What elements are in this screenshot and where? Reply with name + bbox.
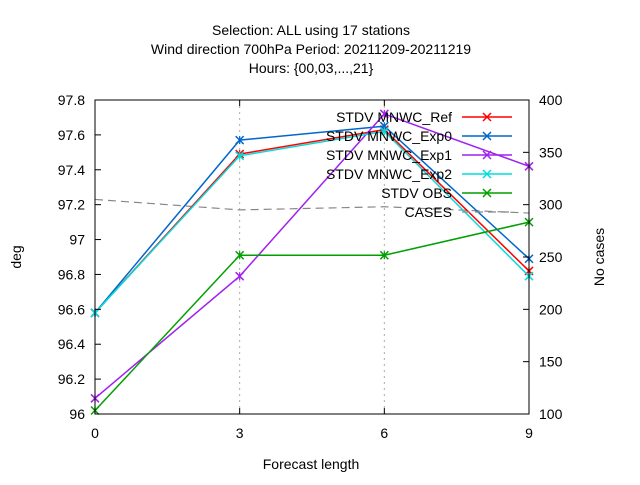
y2-tick-label-3: 250 bbox=[539, 249, 563, 265]
y-tick-label-8: 97.6 bbox=[58, 127, 85, 143]
legend-label-0: STDV MNWC_Ref bbox=[336, 109, 452, 125]
chart-title-line-1: Selection: ALL using 17 stations bbox=[212, 22, 410, 38]
x-tick-label-0: 0 bbox=[91, 425, 99, 441]
y-tick-label-2: 96.4 bbox=[58, 336, 85, 352]
series-line-2 bbox=[94, 113, 530, 399]
y2-tick-label-5: 350 bbox=[539, 144, 563, 160]
y-tick-label-3: 96.6 bbox=[58, 301, 85, 317]
y-tick-label-0: 96 bbox=[69, 406, 85, 422]
legend-marker-4 bbox=[482, 188, 492, 198]
y-tick-label-4: 96.8 bbox=[58, 266, 85, 282]
y-tick-label-6: 97.2 bbox=[58, 197, 85, 213]
series-3-point-2 bbox=[379, 126, 389, 136]
y2-tick-label-6: 400 bbox=[539, 92, 563, 108]
series-line-0 bbox=[94, 128, 530, 314]
x-axis-ticks: 0 3 6 9 bbox=[91, 100, 533, 441]
legend-label-2: STDV MNWC_Exp1 bbox=[326, 147, 452, 163]
series-line-3 bbox=[94, 130, 530, 314]
legend-marker-3 bbox=[482, 169, 492, 179]
y-axis-label: deg bbox=[8, 245, 24, 268]
series-line-1 bbox=[94, 125, 530, 314]
x-axis-label: Forecast length bbox=[263, 456, 360, 472]
series-4-point-1 bbox=[235, 250, 245, 260]
y2-tick-label-4: 300 bbox=[539, 197, 563, 213]
y2-axis-label: No cases bbox=[591, 228, 607, 286]
x-tick-label-1: 3 bbox=[236, 425, 244, 441]
legend-marker-1 bbox=[482, 131, 492, 141]
legend: STDV MNWC_Ref STDV MNWC_Exp0 STDV MNWC_Exp… bbox=[326, 109, 512, 220]
x-tick-label-2: 6 bbox=[380, 425, 388, 441]
x-tick-label-3: 9 bbox=[525, 425, 533, 441]
y-tick-label-5: 97 bbox=[69, 232, 85, 248]
legend-label-1: STDV MNWC_Exp0 bbox=[326, 128, 452, 144]
y2-axis-ticks: 100 150 200 250 300 350 400 bbox=[523, 92, 563, 422]
cases-layer bbox=[94, 198, 530, 214]
plot-frame bbox=[94, 99, 530, 415]
y-tick-label-7: 97.4 bbox=[58, 162, 85, 178]
y-tick-label-1: 96.2 bbox=[58, 371, 85, 387]
legend-label-cases: CASES bbox=[405, 204, 452, 220]
series-line-cases bbox=[94, 198, 530, 214]
chart-title-line-2: Wind direction 700hPa Period: 20211209-2… bbox=[151, 41, 471, 57]
legend-label-3: STDV MNWC_Exp2 bbox=[326, 166, 452, 182]
y2-tick-label-1: 150 bbox=[539, 354, 563, 370]
series-1-point-1 bbox=[235, 135, 245, 145]
y-tick-label-9: 97.8 bbox=[58, 92, 85, 108]
legend-marker-0 bbox=[482, 112, 492, 122]
y2-tick-label-0: 100 bbox=[539, 406, 563, 422]
series-4-point-2 bbox=[379, 250, 389, 260]
chart-title-line-3: Hours: {00,03,...,21} bbox=[249, 60, 374, 76]
legend-label-4: STDV OBS bbox=[381, 185, 452, 201]
series-line-4 bbox=[94, 221, 530, 412]
y-axis-ticks: 96 96.2 96.4 96.6 96.8 97 97.2 97.4 97.6 97.8 bbox=[58, 92, 101, 422]
series-2-point-2 bbox=[379, 109, 389, 119]
series-3-point-1 bbox=[235, 151, 245, 161]
legend-marker-2 bbox=[482, 150, 492, 160]
series-2-point-1 bbox=[235, 271, 245, 281]
y2-tick-label-2: 200 bbox=[539, 301, 563, 317]
